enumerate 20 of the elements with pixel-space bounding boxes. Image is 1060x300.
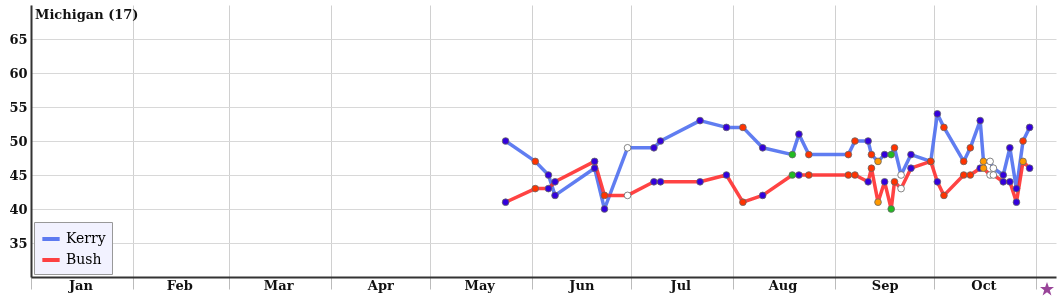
x-tick-label: Jan xyxy=(67,277,94,293)
y-tick-label: 45 xyxy=(9,167,28,183)
x-tick-label: Oct xyxy=(971,277,997,293)
y-tick-label: 50 xyxy=(9,133,28,149)
x-tick-label: Sep xyxy=(871,277,899,293)
x-tick-label: Jun xyxy=(568,277,595,293)
y-tick-label: 40 xyxy=(9,201,28,217)
y-tick-label: 35 xyxy=(9,235,28,251)
y-tick-label: 60 xyxy=(9,65,28,81)
x-tick-label: May xyxy=(464,277,496,293)
x-tick-label: Jul xyxy=(669,277,692,293)
y-tick-label: 55 xyxy=(9,99,28,115)
x-tick-label: Mar xyxy=(263,277,294,293)
chart-title: Michigan (17) xyxy=(35,7,139,22)
x-tick-label: Feb xyxy=(166,277,193,293)
x-tick-label: Aug xyxy=(767,277,798,293)
legend-label: Kerry xyxy=(66,230,106,246)
x-tick-label: Apr xyxy=(366,277,395,293)
y-tick-label: 65 xyxy=(9,31,28,47)
legend-label: Bush xyxy=(66,251,102,267)
